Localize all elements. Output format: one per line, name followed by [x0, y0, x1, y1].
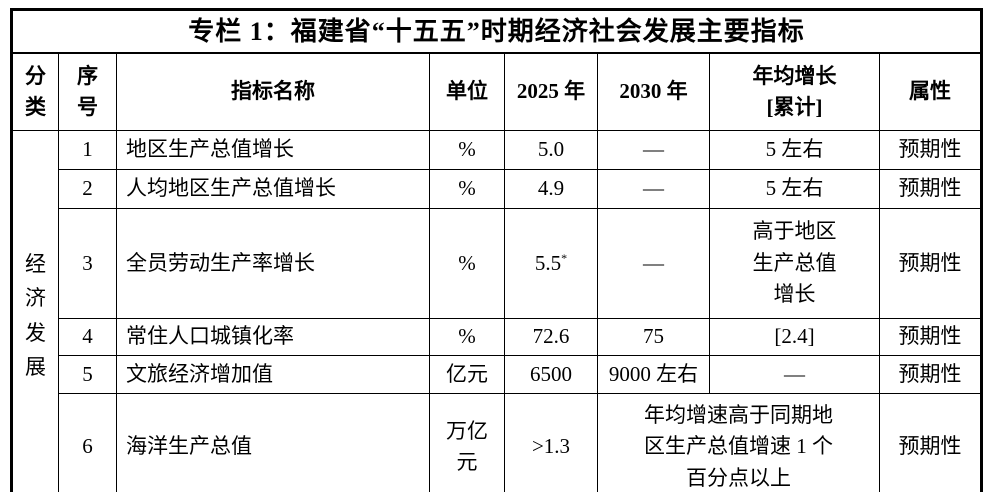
header-seq: 序 号 [58, 52, 117, 131]
value-2025: 4.9 [504, 169, 598, 209]
table-row: 经 济 发 展 1 地区生产总值增长 % 5.0 — 5 左右 预期性 [11, 130, 983, 492]
header-category: 分 类 [11, 52, 59, 131]
table-row: 4 常住人口城镇化率 % 72.6 75 [2.4] 预期性 [12, 318, 983, 356]
header-2025: 2025 年 [504, 52, 598, 131]
row-seq: 1 [58, 130, 117, 170]
value-2030: 75 [597, 318, 710, 356]
row-seq: 6 [58, 393, 117, 492]
unit-cell: % [429, 169, 505, 209]
value-2025: 72.6 [504, 318, 598, 356]
table-row: 3 全员劳动生产率增长 % 5.5* — 高于地区 生产总值 增长 预期性 [12, 208, 983, 319]
unit-cell: 亿元 [429, 355, 505, 394]
table-row: 2 人均地区生产总值增长 % 4.9 — 5 左右 预期性 [12, 169, 983, 209]
header-unit: 单位 [429, 52, 505, 131]
attribute-cell: 预期性 [878, 355, 983, 394]
unit-cell: 万亿 元 [429, 393, 505, 492]
indicator-name: 全员劳动生产率增长 [116, 208, 430, 319]
value-2030: — [597, 169, 710, 209]
value-growth: 高于地区 生产总值 增长 [709, 208, 880, 319]
indicator-name: 文旅经济增加值 [116, 355, 430, 394]
category-cell: 经 济 发 展 [11, 130, 59, 492]
attribute-cell: 预期性 [878, 318, 983, 356]
header-row: 分 类 序 号 指标名称 单位 2025 年 2030 年 年均增长 [累计] … [11, 52, 983, 131]
row-seq: 4 [58, 318, 117, 356]
row-seq: 3 [58, 208, 117, 319]
row-seq: 2 [58, 169, 117, 209]
indicator-name: 地区生产总值增长 [116, 130, 430, 170]
table-row: 5 文旅经济增加值 亿元 6500 9000 左右 — 预期性 [12, 355, 983, 394]
row-seq: 5 [58, 355, 117, 394]
value-2025-number: 5.5 [534, 250, 562, 275]
value-2025: >1.3 [504, 393, 598, 492]
table-row: 6 海洋生产总值 万亿 元 >1.3 年均增速高于同期地 区生产总值增速 1 个… [12, 393, 983, 492]
header-2030: 2030 年 [597, 52, 710, 131]
merged-2030-growth-cell: 年均增速高于同期地 区生产总值增速 1 个 百分点以上 [597, 393, 880, 492]
indicator-name: 海洋生产总值 [116, 393, 430, 492]
value-growth: — [709, 355, 880, 394]
indicator-name: 人均地区生产总值增长 [116, 169, 430, 209]
indicators-table: 专栏 1：福建省“十五五”时期经济社会发展主要指标 分 类 序 号 指标名称 单… [10, 8, 984, 492]
value-2025: 5.5* [504, 208, 598, 319]
attribute-cell: 预期性 [878, 130, 983, 170]
attribute-cell: 预期性 [878, 393, 983, 492]
attribute-cell: 预期性 [878, 169, 983, 209]
value-2030: — [597, 130, 710, 170]
value-2025: 5.0 [504, 130, 598, 170]
header-attribute: 属性 [878, 52, 983, 131]
value-2025: 6500 [504, 355, 598, 394]
indicator-name: 常住人口城镇化率 [116, 318, 430, 356]
unit-cell: % [429, 208, 505, 319]
header-growth: 年均增长 [累计] [709, 52, 880, 131]
value-growth: 5 左右 [709, 130, 880, 170]
value-growth: 5 左右 [709, 169, 880, 209]
value-2030: — [597, 208, 710, 319]
table-title: 专栏 1：福建省“十五五”时期经济社会发展主要指标 [10, 9, 983, 54]
unit-cell: % [429, 318, 505, 356]
title-row: 专栏 1：福建省“十五五”时期经济社会发展主要指标 [10, 9, 983, 54]
value-2030: 9000 左右 [597, 355, 710, 394]
asterisk-note: * [561, 250, 568, 265]
value-growth: [2.4] [709, 318, 880, 356]
unit-cell: % [429, 130, 505, 170]
attribute-cell: 预期性 [878, 208, 983, 319]
header-indicator-name: 指标名称 [116, 52, 430, 131]
